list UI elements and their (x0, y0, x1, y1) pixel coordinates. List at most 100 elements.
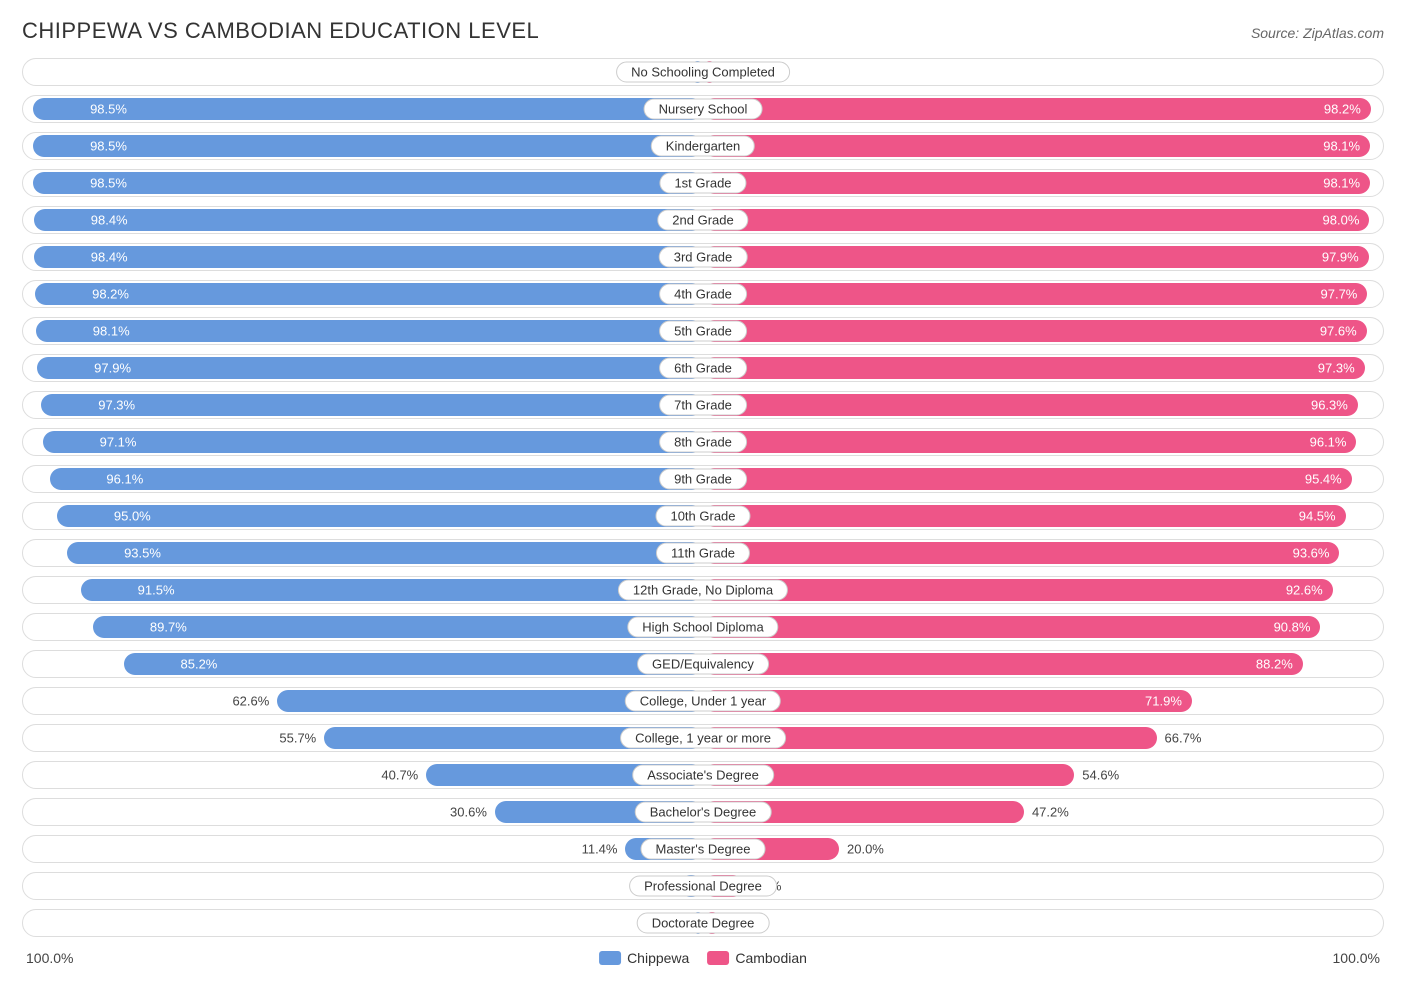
value-right: 92.6% (1286, 583, 1333, 598)
value-right: 71.9% (1145, 694, 1192, 709)
diverging-bar-chart: 1.6%1.9%No Schooling Completed98.5%98.2%… (22, 58, 1384, 937)
chart-row: 1.5%2.6%Doctorate Degree (22, 909, 1384, 937)
value-left: 97.3% (88, 398, 135, 413)
value-left: 30.6% (450, 805, 495, 820)
chart-row: 3.5%6.0%Professional Degree (22, 872, 1384, 900)
category-label: 6th Grade (659, 358, 747, 379)
category-label: 2nd Grade (657, 210, 748, 231)
value-right: 96.1% (1310, 435, 1357, 450)
category-label: Bachelor's Degree (635, 802, 772, 823)
chart-title: CHIPPEWA VS CAMBODIAN EDUCATION LEVEL (22, 18, 539, 44)
chart-row: 11.4%20.0%Master's Degree (22, 835, 1384, 863)
bar-left (37, 357, 703, 379)
category-label: 11th Grade (656, 543, 750, 564)
bar-left (34, 209, 703, 231)
value-right: 97.9% (1322, 250, 1369, 265)
chart-row: 98.4%97.9%3rd Grade (22, 243, 1384, 271)
category-label: Master's Degree (641, 839, 766, 860)
value-right: 95.4% (1305, 472, 1352, 487)
category-label: 9th Grade (659, 469, 747, 490)
bar-right (703, 357, 1365, 379)
axis-left-max: 100.0% (26, 950, 73, 966)
bar-right (703, 172, 1370, 194)
value-right: 47.2% (1024, 805, 1069, 820)
chart-row: 98.2% 97.7% 4th Grade (22, 280, 1384, 308)
legend-label-left: Chippewa (627, 950, 689, 966)
value-right: 93.6% (1293, 546, 1340, 561)
value-left: 98.5% (80, 176, 127, 191)
value-right: 98.0% (1323, 213, 1370, 228)
value-right: 96.3% (1311, 398, 1358, 413)
chart-row: 93.5%93.6%11th Grade (22, 539, 1384, 567)
value-left: 40.7% (381, 768, 426, 783)
chart-row: 98.5%98.2%Nursery School (22, 95, 1384, 123)
legend-item-right: Cambodian (707, 950, 807, 966)
bar-right (703, 468, 1352, 490)
bar-left (36, 320, 703, 342)
bar-left (35, 283, 703, 305)
legend-item-left: Chippewa (599, 950, 689, 966)
category-label: Kindergarten (651, 136, 755, 157)
value-right: 88.2% (1256, 657, 1303, 672)
value-left: 98.5% (80, 102, 127, 117)
value-left: 98.2% (82, 287, 129, 302)
value-left: 11.4% (582, 842, 626, 857)
bar-right (703, 653, 1303, 675)
bar-left (50, 468, 703, 490)
category-label: GED/Equivalency (637, 654, 769, 675)
value-left: 97.1% (90, 435, 137, 450)
value-left: 62.6% (232, 694, 277, 709)
legend-label-right: Cambodian (735, 950, 807, 966)
category-label: No Schooling Completed (616, 62, 790, 83)
bar-right (703, 320, 1367, 342)
category-label: 1st Grade (659, 173, 746, 194)
category-label: 7th Grade (659, 395, 747, 416)
value-right: 98.1% (1323, 176, 1370, 191)
chart-row: 91.5%92.6%12th Grade, No Diploma (22, 576, 1384, 604)
bar-left (33, 98, 703, 120)
chart-row: 85.2%88.2%GED/Equivalency (22, 650, 1384, 678)
value-left: 98.1% (83, 324, 130, 339)
chart-row: 98.5% 98.1% 1st Grade (22, 169, 1384, 197)
chart-row: 40.7%54.6%Associate's Degree (22, 761, 1384, 789)
chart-row: 96.1%95.4%9th Grade (22, 465, 1384, 493)
bar-right (703, 616, 1320, 638)
source-label: Source: (1251, 25, 1299, 41)
chart-row: 98.5%98.1%Kindergarten (22, 132, 1384, 160)
chart-row: 1.6%1.9%No Schooling Completed (22, 58, 1384, 86)
value-left: 55.7% (279, 731, 324, 746)
category-label: 8th Grade (659, 432, 747, 453)
chart-row: 89.7%90.8%High School Diploma (22, 613, 1384, 641)
bar-right (703, 579, 1333, 601)
value-right: 97.7% (1321, 287, 1368, 302)
legend: Chippewa Cambodian (599, 950, 807, 966)
value-right: 98.1% (1323, 139, 1370, 154)
chart-row: 98.1%97.6%5th Grade (22, 317, 1384, 345)
value-right: 54.6% (1074, 768, 1119, 783)
bar-left (67, 542, 703, 564)
value-left: 95.0% (104, 509, 151, 524)
value-right: 66.7% (1157, 731, 1202, 746)
bar-right (703, 394, 1358, 416)
bar-right (703, 431, 1356, 453)
bar-left (33, 135, 703, 157)
bar-right (703, 505, 1346, 527)
value-right: 94.5% (1299, 509, 1346, 524)
value-left: 97.9% (84, 361, 131, 376)
value-left: 91.5% (128, 583, 175, 598)
axis-right-max: 100.0% (1333, 950, 1380, 966)
category-label: 10th Grade (655, 506, 750, 527)
category-label: 4th Grade (659, 284, 747, 305)
bar-left (41, 394, 703, 416)
value-right: 90.8% (1274, 620, 1321, 635)
bar-left (43, 431, 703, 453)
category-label: Nursery School (644, 99, 763, 120)
value-left: 89.7% (140, 620, 187, 635)
bar-left (57, 505, 703, 527)
value-left: 98.4% (81, 213, 128, 228)
value-left: 98.4% (81, 250, 128, 265)
bar-right (703, 542, 1339, 564)
bar-left (34, 246, 703, 268)
category-label: Doctorate Degree (637, 913, 770, 934)
chart-row: 97.1% 96.1% 8th Grade (22, 428, 1384, 456)
